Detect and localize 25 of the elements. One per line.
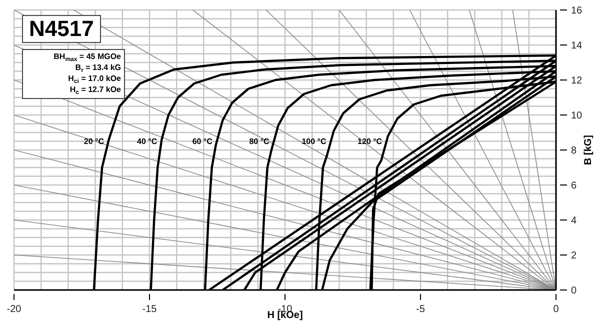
x-tick-label: 0 [553, 304, 560, 315]
y-tick-label: 12 [571, 76, 583, 86]
x-tick-label: -20 [6, 304, 22, 315]
annotation: 120 °C [358, 137, 382, 146]
y-tick-label: 0 [571, 286, 577, 296]
annotation: 100 °C [302, 137, 326, 146]
annotation: 80 °C [249, 137, 270, 146]
annotation: H$_{c}$ = 12.7 kOe [68, 85, 121, 96]
y-tick-label: 16 [571, 6, 583, 16]
y-tick-label: 14 [571, 40, 583, 52]
annotation: BH$_{max}$ = 45 MGOe [52, 52, 121, 63]
y-tick-label: 10 [571, 110, 583, 122]
y-tick-label: 2 [571, 250, 577, 262]
annotation: 40 °C [137, 137, 158, 146]
annotation: B$_{r}$ = 13.4 kG [74, 63, 121, 74]
y-axis-title: B [kG] [583, 134, 595, 167]
title-box: N4517 [22, 15, 101, 43]
y-tick-label: 4 [571, 216, 577, 226]
x-tick-label: -5 [416, 304, 426, 315]
x-tick-label: -15 [142, 304, 158, 315]
annotation: 20 °C [82, 137, 104, 146]
annotation: H$_{ci}$ = 17.0 kOe [67, 74, 121, 85]
y-tick-label: 8 [571, 146, 577, 156]
y-tick-label: 6 [571, 180, 577, 192]
annotation: 60 °C [192, 137, 212, 146]
